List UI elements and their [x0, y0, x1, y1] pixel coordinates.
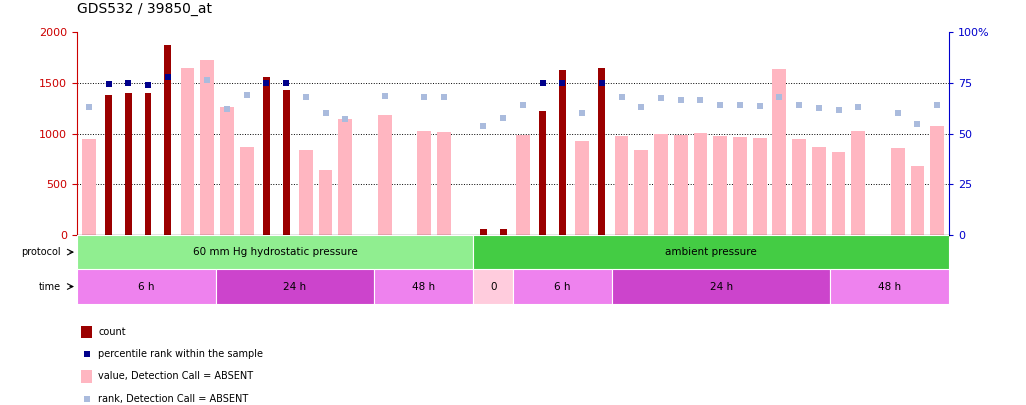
Bar [473, 269, 513, 304]
Bar [299, 150, 313, 235]
Bar [773, 69, 786, 235]
Text: value, Detection Call = ABSENT: value, Detection Call = ABSENT [98, 371, 253, 382]
Bar [378, 115, 392, 235]
Bar [82, 139, 95, 235]
Bar [516, 134, 529, 235]
Bar [559, 70, 565, 235]
Bar [615, 136, 628, 235]
Bar [812, 147, 826, 235]
Text: 6 h: 6 h [554, 281, 570, 292]
Bar [576, 141, 589, 235]
Bar [240, 147, 253, 235]
Bar [418, 130, 431, 235]
Bar [830, 269, 949, 304]
Bar [77, 269, 215, 304]
Bar [105, 95, 112, 235]
Bar [473, 235, 949, 269]
Bar [598, 68, 605, 235]
Bar [500, 229, 507, 235]
Bar [319, 170, 332, 235]
Bar [832, 152, 845, 235]
Text: GDS532 / 39850_at: GDS532 / 39850_at [77, 2, 212, 16]
Bar [753, 138, 766, 235]
Text: rank, Detection Call = ABSENT: rank, Detection Call = ABSENT [98, 394, 248, 404]
Bar [200, 60, 214, 235]
Bar [891, 148, 905, 235]
Bar [339, 119, 352, 235]
Text: 48 h: 48 h [878, 281, 901, 292]
Text: 6 h: 6 h [139, 281, 155, 292]
Text: percentile rank within the sample: percentile rank within the sample [98, 349, 264, 359]
Bar [634, 150, 648, 235]
Bar [910, 166, 924, 235]
Bar [654, 134, 668, 235]
Bar [713, 136, 727, 235]
Bar [437, 132, 450, 235]
Bar [513, 269, 613, 304]
Text: 24 h: 24 h [710, 281, 733, 292]
Text: count: count [98, 327, 126, 337]
Bar [374, 269, 473, 304]
Bar [282, 90, 289, 235]
Bar [613, 269, 830, 304]
Text: protocol: protocol [22, 247, 62, 257]
Bar [181, 68, 194, 235]
Bar [792, 139, 806, 235]
Bar [145, 93, 152, 235]
Bar [852, 130, 865, 235]
Bar [263, 77, 270, 235]
Text: ambient pressure: ambient pressure [665, 247, 757, 257]
Bar [81, 370, 92, 383]
Bar [215, 269, 374, 304]
Text: time: time [39, 281, 62, 292]
Bar [539, 111, 546, 235]
Bar [733, 137, 747, 235]
Bar [480, 229, 487, 235]
Text: 24 h: 24 h [283, 281, 307, 292]
Bar [220, 107, 234, 235]
Text: 0: 0 [490, 281, 497, 292]
Bar [694, 133, 707, 235]
Bar [125, 93, 131, 235]
Bar [164, 45, 171, 235]
Bar [674, 134, 687, 235]
Bar [77, 235, 473, 269]
Bar [931, 126, 944, 235]
Text: 48 h: 48 h [412, 281, 435, 292]
Bar [81, 326, 92, 338]
Text: 60 mm Hg hydrostatic pressure: 60 mm Hg hydrostatic pressure [193, 247, 357, 257]
